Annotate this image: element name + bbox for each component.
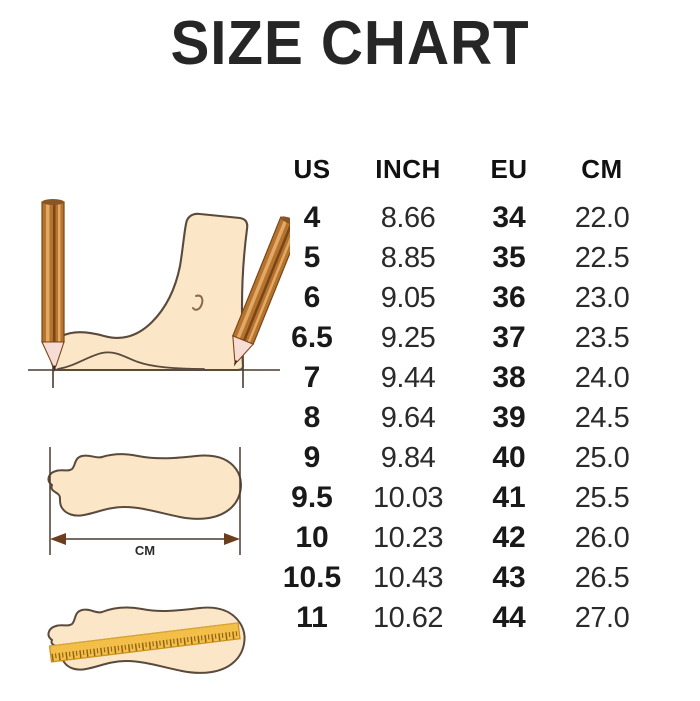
- cell-us: 10: [295, 521, 329, 554]
- cell-us: 6: [303, 281, 321, 314]
- cell-cm: 22.5: [574, 242, 630, 274]
- cell-inch: 9.64: [380, 402, 436, 434]
- cell-inch: 10.43: [372, 562, 444, 594]
- cell-inch: 9.25: [380, 322, 436, 354]
- cell-us: 6.5: [291, 321, 333, 354]
- cell-us: 5: [303, 241, 321, 274]
- column-header-inch: INCH: [375, 154, 441, 184]
- pencil-right: [232, 216, 302, 367]
- cell-inch: 8.85: [380, 242, 436, 274]
- table-row: 9 9.84 40 25.0: [272, 438, 650, 478]
- ankle-bone-mark: [192, 294, 204, 311]
- cell-cm: 23.5: [574, 322, 630, 354]
- cell-us: 7: [303, 361, 321, 394]
- cell-inch: 8.66: [380, 202, 436, 234]
- cell-cm: 23.0: [574, 282, 630, 314]
- cell-inch: 10.03: [372, 482, 444, 514]
- cell-us: 11: [296, 601, 328, 634]
- cell-us: 9: [303, 441, 321, 474]
- table-row: 6.5 9.25 37 23.5: [272, 318, 650, 358]
- cell-us: 10.5: [282, 561, 342, 594]
- cm-measure-label: CM: [135, 543, 155, 558]
- page-title: SIZE CHART: [170, 9, 530, 78]
- illustration-footprint-cm: CM: [28, 425, 278, 570]
- cell-eu: 42: [492, 521, 526, 554]
- cell-us: 4: [303, 201, 321, 234]
- cell-inch: 9.84: [380, 442, 436, 474]
- table-row: 4 8.66 34 22.0: [272, 198, 650, 238]
- table-row: 11 10.62 44 27.0: [272, 598, 650, 638]
- illustration-foot-side-view: [18, 190, 302, 400]
- cell-eu: 38: [492, 361, 526, 394]
- cell-eu: 44: [492, 601, 526, 634]
- cell-eu: 37: [492, 321, 526, 354]
- cell-cm: 26.5: [574, 562, 630, 594]
- cell-us: 8: [303, 401, 321, 434]
- table-row: 5 8.85 35 22.5: [272, 238, 650, 278]
- size-table-body: 4 8.66 34 22.0 5 8.85 35 22.5 6 9.05 36 23.0 6.5 9.25…: [272, 198, 650, 638]
- cell-eu: 35: [492, 241, 526, 274]
- cell-cm: 24.5: [574, 402, 630, 434]
- cell-cm: 22.0: [574, 202, 630, 234]
- table-row: 10.5 10.43 43 26.5: [272, 558, 650, 598]
- table-row: 9.5 10.03 41 25.5: [272, 478, 650, 518]
- footprint-shape: [47, 453, 242, 520]
- table-row: 6 9.05 36 23.0: [272, 278, 650, 318]
- cell-inch: 9.44: [380, 362, 436, 394]
- cell-inch: 10.23: [372, 522, 444, 554]
- cm-measure-arrow: [50, 533, 240, 545]
- cell-cm: 24.0: [574, 362, 630, 394]
- cell-eu: 43: [492, 561, 526, 594]
- cell-us: 9.5: [291, 481, 333, 514]
- cell-eu: 39: [492, 401, 526, 434]
- measuring-tape: [48, 622, 241, 663]
- column-header-cm: CM: [581, 154, 623, 184]
- table-row: 7 9.44 38 24.0: [272, 358, 650, 398]
- table-row: 10 10.23 42 26.0: [272, 518, 650, 558]
- table-row: 8 9.64 39 24.5: [272, 398, 650, 438]
- column-header-eu: EU: [490, 154, 528, 184]
- size-table-area: US INCH EU CM 4 8.66 34 22.0 5 8.85 35 22.5 6 9.0…: [272, 140, 672, 638]
- cell-eu: 34: [492, 201, 526, 234]
- table-header-row: US INCH EU CM: [272, 140, 650, 198]
- illustration-footprint-tape: [30, 578, 280, 701]
- cell-inch: 10.62: [372, 602, 444, 634]
- cell-eu: 40: [492, 441, 526, 474]
- cell-cm: 25.5: [574, 482, 630, 514]
- pencil-left: [41, 199, 65, 372]
- cell-cm: 25.0: [574, 442, 630, 474]
- cell-eu: 36: [492, 281, 526, 314]
- column-header-us: US: [293, 154, 331, 184]
- cell-inch: 9.05: [380, 282, 436, 314]
- foot-side-shape: [49, 212, 249, 372]
- size-chart-table: US INCH EU CM 4 8.66 34 22.0 5 8.85 35 22.5 6 9.0…: [272, 140, 650, 638]
- cell-cm: 27.0: [574, 602, 630, 634]
- cell-eu: 41: [492, 481, 526, 514]
- cell-cm: 26.0: [574, 522, 630, 554]
